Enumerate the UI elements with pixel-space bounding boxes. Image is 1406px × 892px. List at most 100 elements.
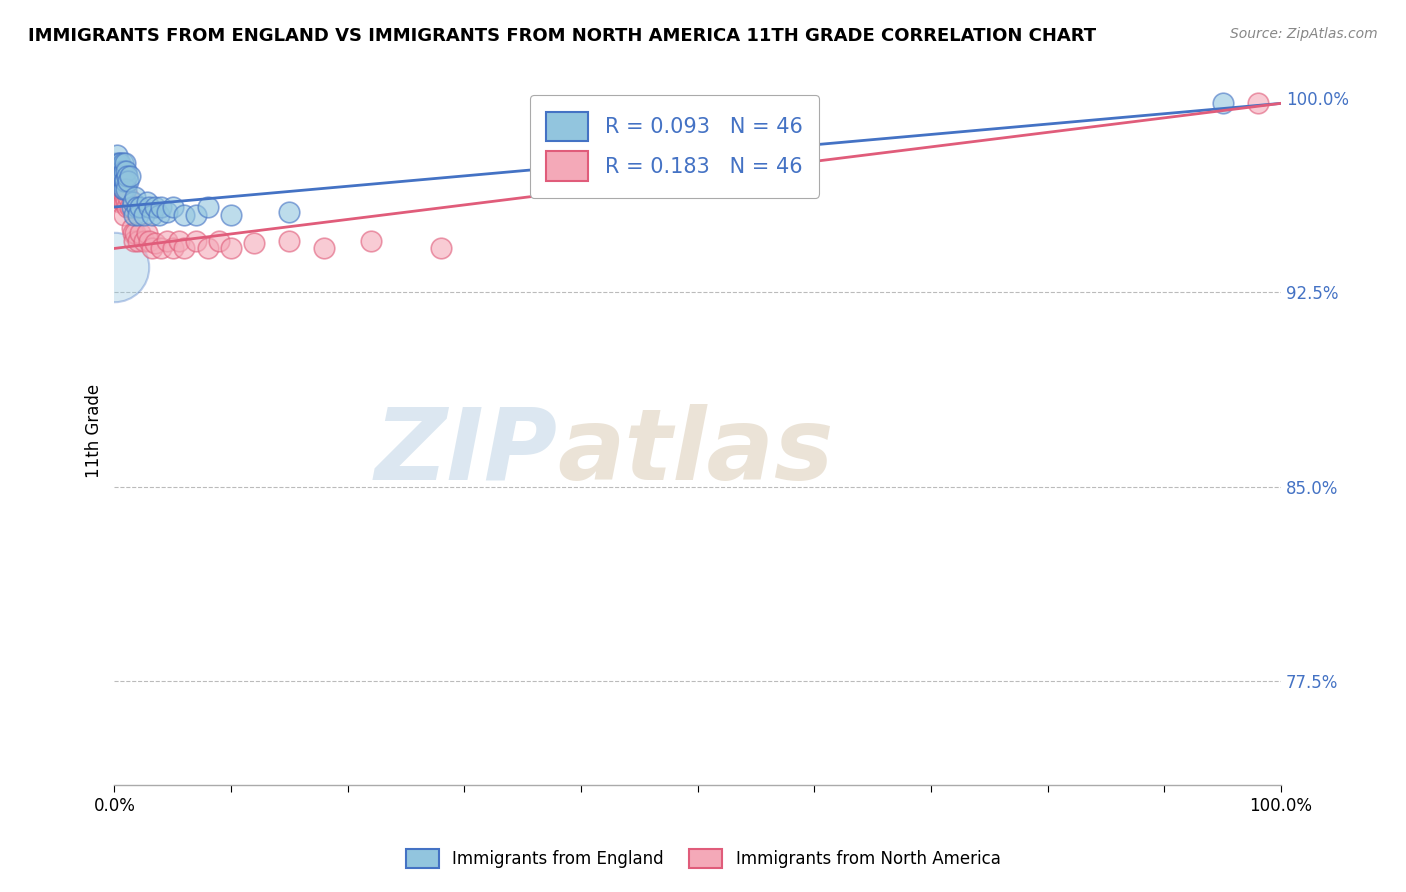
Text: atlas: atlas: [558, 404, 834, 500]
Point: [138, 200, 160, 214]
Point: [117, 200, 139, 214]
Point: [278, 234, 301, 248]
Point: [208, 234, 231, 248]
Point: [108, 189, 131, 203]
Point: [197, 200, 219, 214]
Point: [117, 174, 139, 188]
Point: [129, 200, 152, 214]
Text: IMMIGRANTS FROM ENGLAND VS IMMIGRANTS FROM NORTH AMERICA 11TH GRADE CORRELATION : IMMIGRANTS FROM ENGLAND VS IMMIGRANTS FR…: [28, 27, 1097, 45]
Point: [136, 226, 159, 240]
Point: [122, 234, 145, 248]
Point: [125, 200, 148, 214]
Point: [111, 156, 134, 170]
Point: [110, 174, 132, 188]
Point: [110, 194, 132, 209]
Legend: Immigrants from England, Immigrants from North America: Immigrants from England, Immigrants from…: [399, 842, 1007, 875]
Point: [314, 242, 336, 256]
Point: [127, 208, 149, 222]
Point: [117, 169, 139, 183]
Point: [112, 174, 135, 188]
Point: [111, 194, 134, 209]
Point: [430, 242, 453, 256]
Point: [114, 189, 136, 203]
Point: [114, 174, 136, 188]
Point: [115, 182, 138, 196]
Point: [173, 242, 195, 256]
Point: [118, 169, 141, 183]
Text: ZIP: ZIP: [375, 404, 558, 500]
Point: [108, 174, 131, 188]
Point: [111, 169, 134, 183]
Point: [112, 194, 135, 209]
Point: [104, 169, 127, 183]
Point: [243, 236, 266, 251]
Point: [197, 242, 219, 256]
Point: [132, 208, 155, 222]
Point: [141, 208, 163, 222]
Point: [111, 182, 134, 196]
Point: [122, 194, 145, 209]
Point: [112, 182, 135, 196]
Point: [108, 169, 131, 183]
Point: [115, 163, 138, 178]
Point: [110, 169, 132, 183]
Point: [143, 236, 166, 251]
Point: [184, 234, 207, 248]
Point: [112, 182, 135, 196]
Point: [121, 220, 143, 235]
Point: [108, 156, 131, 170]
Point: [162, 200, 184, 214]
Point: [105, 148, 128, 162]
Point: [127, 234, 149, 248]
Point: [141, 242, 163, 256]
Point: [107, 163, 129, 178]
Point: [150, 200, 173, 214]
Legend: R = 0.093   N = 46, R = 0.183   N = 46: R = 0.093 N = 46, R = 0.183 N = 46: [530, 95, 820, 198]
Point: [107, 182, 129, 196]
Point: [1246, 96, 1268, 111]
Point: [167, 234, 190, 248]
Point: [143, 200, 166, 214]
Point: [105, 174, 128, 188]
Point: [110, 169, 132, 183]
Point: [112, 163, 135, 178]
Point: [184, 208, 207, 222]
Point: [110, 163, 132, 178]
Point: [117, 189, 139, 203]
Point: [124, 226, 146, 240]
Point: [136, 194, 159, 209]
Point: [150, 242, 173, 256]
Point: [111, 182, 134, 196]
Point: [110, 174, 132, 188]
Point: [104, 156, 127, 170]
Point: [173, 208, 195, 222]
Point: [129, 226, 152, 240]
Point: [278, 205, 301, 219]
Point: [110, 189, 132, 203]
Point: [124, 189, 146, 203]
Point: [122, 226, 145, 240]
Point: [156, 234, 179, 248]
Y-axis label: 11th Grade: 11th Grade: [86, 384, 103, 478]
Point: [103, 260, 125, 274]
Point: [162, 242, 184, 256]
Point: [138, 234, 160, 248]
Point: [132, 234, 155, 248]
Point: [112, 208, 135, 222]
Point: [148, 208, 170, 222]
Point: [121, 200, 143, 214]
Point: [122, 208, 145, 222]
Text: Source: ZipAtlas.com: Source: ZipAtlas.com: [1230, 27, 1378, 41]
Point: [219, 208, 242, 222]
Point: [107, 174, 129, 188]
Point: [110, 182, 132, 196]
Point: [118, 200, 141, 214]
Point: [360, 234, 382, 248]
Point: [114, 156, 136, 170]
Point: [110, 156, 132, 170]
Point: [156, 205, 179, 219]
Point: [219, 242, 242, 256]
Point: [115, 194, 138, 209]
Point: [107, 163, 129, 178]
Point: [1212, 96, 1234, 111]
